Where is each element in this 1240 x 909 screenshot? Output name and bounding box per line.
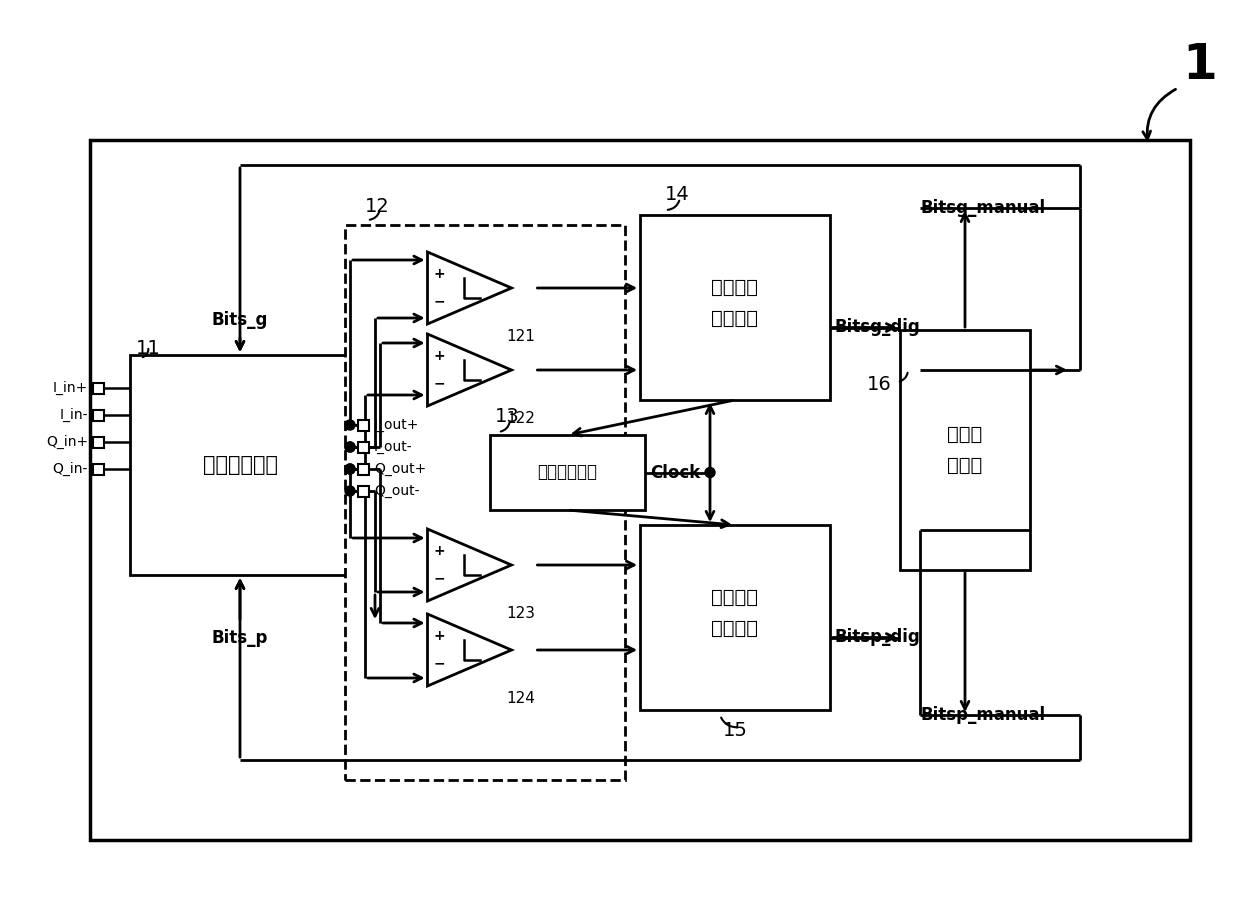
Circle shape	[345, 442, 355, 452]
Bar	[130, 355, 350, 575]
Bar	[93, 437, 104, 448]
Text: 124: 124	[506, 691, 536, 706]
Bar	[93, 410, 104, 421]
Circle shape	[706, 467, 715, 477]
FancyArrowPatch shape	[722, 717, 738, 727]
Text: 相位误差
检测模块: 相位误差 检测模块	[712, 587, 759, 637]
Text: 123: 123	[506, 606, 536, 621]
Circle shape	[345, 420, 355, 430]
Text: 16: 16	[867, 375, 892, 395]
Text: −: −	[434, 295, 445, 309]
Text: 12: 12	[365, 197, 389, 216]
Bar	[358, 486, 370, 497]
Text: −: −	[434, 376, 445, 391]
Bar	[358, 464, 370, 475]
Circle shape	[345, 486, 355, 496]
Text: Q_in-: Q_in-	[52, 462, 88, 476]
Text: 15: 15	[723, 721, 748, 740]
Text: Bitsg_manual: Bitsg_manual	[920, 199, 1045, 217]
Bar	[93, 383, 104, 394]
Text: 122: 122	[506, 411, 536, 426]
Text: Bits_g: Bits_g	[212, 311, 268, 329]
Text: Bitsg_dig: Bitsg_dig	[835, 318, 921, 336]
Bar	[900, 330, 1030, 570]
Bar	[490, 435, 645, 510]
Text: I_in+: I_in+	[53, 381, 88, 395]
Bar	[358, 420, 370, 431]
Text: −: −	[434, 656, 445, 671]
Polygon shape	[428, 614, 511, 686]
FancyArrowPatch shape	[501, 423, 510, 432]
Text: 11: 11	[136, 338, 161, 357]
Text: +: +	[434, 267, 445, 281]
Text: 14: 14	[665, 185, 689, 205]
Bar	[640, 525, 830, 710]
Bar	[91, 140, 1190, 840]
Text: 镜像抑制模块: 镜像抑制模块	[202, 455, 278, 475]
Text: 121: 121	[506, 329, 536, 344]
Text: 增益误差
检测模块: 增益误差 检测模块	[712, 277, 759, 327]
Text: Q_in+: Q_in+	[46, 435, 88, 449]
Text: I_in-: I_in-	[60, 408, 88, 422]
Text: 13: 13	[495, 407, 520, 426]
Text: Bitsp_manual: Bitsp_manual	[920, 706, 1045, 724]
Bar	[358, 442, 370, 453]
FancyArrowPatch shape	[668, 201, 680, 210]
Polygon shape	[428, 334, 511, 406]
Text: Q_out+: Q_out+	[374, 462, 427, 476]
Circle shape	[345, 464, 355, 474]
Text: 1: 1	[1183, 41, 1218, 89]
Text: Clock: Clock	[650, 464, 701, 482]
Bar	[640, 215, 830, 400]
FancyArrowPatch shape	[143, 349, 149, 357]
Text: Bitsp_dig: Bitsp_dig	[835, 628, 921, 646]
FancyArrowPatch shape	[900, 373, 908, 382]
Circle shape	[345, 464, 355, 474]
Text: Bits_p: Bits_p	[212, 629, 268, 647]
Text: Q_out-: Q_out-	[374, 484, 419, 498]
FancyArrowPatch shape	[1143, 89, 1176, 139]
Text: I_out+: I_out+	[374, 418, 419, 432]
Text: +: +	[434, 349, 445, 364]
Text: 双选开
关模块: 双选开 关模块	[947, 425, 982, 475]
Bar	[345, 225, 625, 780]
Circle shape	[345, 442, 355, 452]
Text: −: −	[434, 572, 445, 585]
Polygon shape	[428, 252, 511, 324]
Polygon shape	[428, 529, 511, 601]
FancyArrowPatch shape	[370, 212, 379, 220]
Text: +: +	[434, 544, 445, 558]
Text: 时钟综合模块: 时钟综合模块	[537, 464, 598, 482]
Text: +: +	[434, 629, 445, 644]
Text: I_out-: I_out-	[374, 440, 413, 454]
Bar	[93, 464, 104, 475]
